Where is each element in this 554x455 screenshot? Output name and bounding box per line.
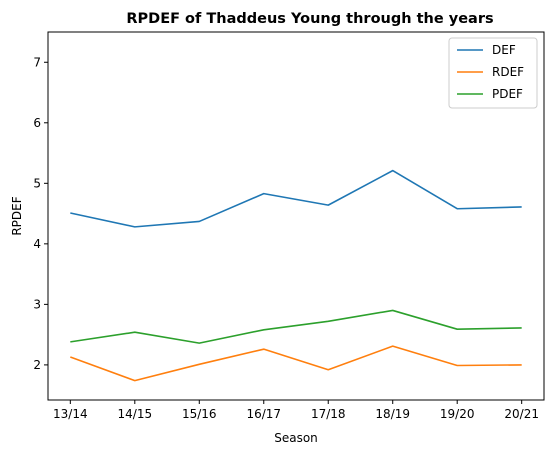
x-axis: 13/14 14/15 15/16 16/17 17/18 18/19 19/20 20/21 <box>53 400 539 421</box>
x-tick-label: 19/20 <box>440 407 475 421</box>
x-tick-label: 15/16 <box>182 407 217 421</box>
x-tick-label: 14/15 <box>118 407 153 421</box>
x-axis-label: Season <box>274 431 318 445</box>
series-line-pdef <box>70 309 522 344</box>
legend-label-rdef: RDEF <box>492 65 524 79</box>
x-tick-label: 20/21 <box>504 407 539 421</box>
series-line-def <box>70 169 522 228</box>
x-tick-label: 18/19 <box>375 407 410 421</box>
y-tick-label: 7 <box>33 55 41 69</box>
x-tick-label: 13/14 <box>53 407 88 421</box>
chart-title: RPDEF of Thaddeus Young through the year… <box>126 11 493 27</box>
series-lines <box>70 169 522 382</box>
y-tick-label: 2 <box>33 358 41 372</box>
x-tick-label: 17/18 <box>311 407 346 421</box>
y-tick-label: 6 <box>33 116 41 130</box>
y-tick-label: 3 <box>33 297 41 311</box>
y-axis: 2 3 4 5 6 7 <box>33 55 48 372</box>
legend-label-pdef: PDEF <box>492 87 523 101</box>
y-tick-label: 4 <box>33 237 41 251</box>
series-line-rdef <box>70 345 522 382</box>
legend: DEF RDEF PDEF <box>448 37 538 109</box>
x-tick-label: 16/17 <box>246 407 281 421</box>
legend-box <box>448 37 538 109</box>
y-axis-label: RPDEF <box>10 196 24 235</box>
legend-label-def: DEF <box>492 43 516 57</box>
y-tick-label: 5 <box>33 176 41 190</box>
plot-area <box>47 31 545 401</box>
